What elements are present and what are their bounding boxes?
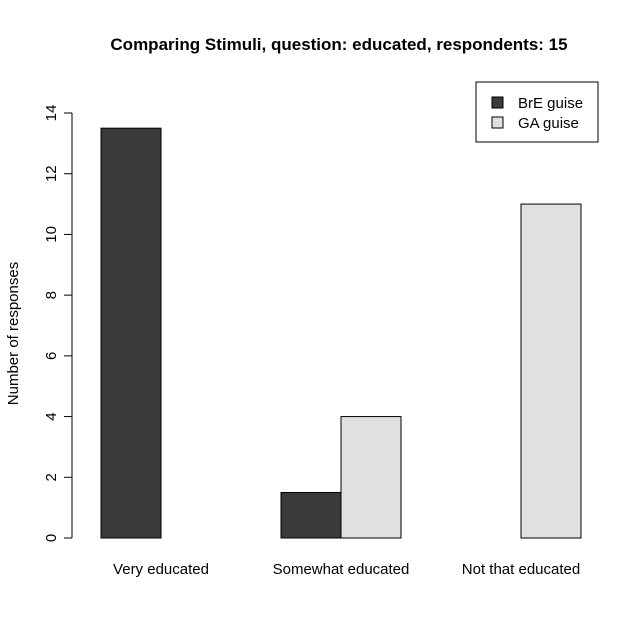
x-tick-label: Somewhat educated	[273, 561, 410, 578]
y-tick-label: 2	[43, 473, 60, 481]
y-tick-label: 14	[43, 105, 60, 122]
chart-title: Comparing Stimuli, question: educated, r…	[110, 35, 567, 54]
legend-swatch	[491, 96, 504, 109]
bars	[100, 127, 582, 539]
x-axis-labels: Very educated Somewhat educated Not that e…	[113, 561, 580, 578]
y-tick-label: 4	[43, 412, 60, 420]
bar-ga-guise-2	[520, 203, 582, 539]
y-axis: 0 2 4 6 8 10 12 14	[43, 105, 73, 542]
y-tick-label: 10	[43, 226, 60, 243]
x-tick-label: Not that educated	[462, 561, 580, 578]
y-tick-label: 8	[43, 291, 60, 299]
legend: BrE guise GA guise	[475, 81, 599, 143]
legend-label: BrE guise	[518, 95, 583, 112]
y-tick-label: 0	[43, 534, 60, 542]
x-tick-label: Very educated	[113, 561, 209, 578]
y-axis-label: Number of responses	[5, 262, 22, 405]
bar-bre-guise-0	[100, 127, 162, 539]
bar-ga-guise-1	[340, 416, 402, 539]
bar-bre-guise-1	[280, 491, 342, 539]
y-tick-label: 6	[43, 352, 60, 360]
legend-box	[475, 81, 599, 143]
y-tick-label: 12	[43, 165, 60, 182]
legend-label: GA guise	[518, 115, 579, 132]
legend-swatch	[491, 116, 504, 129]
